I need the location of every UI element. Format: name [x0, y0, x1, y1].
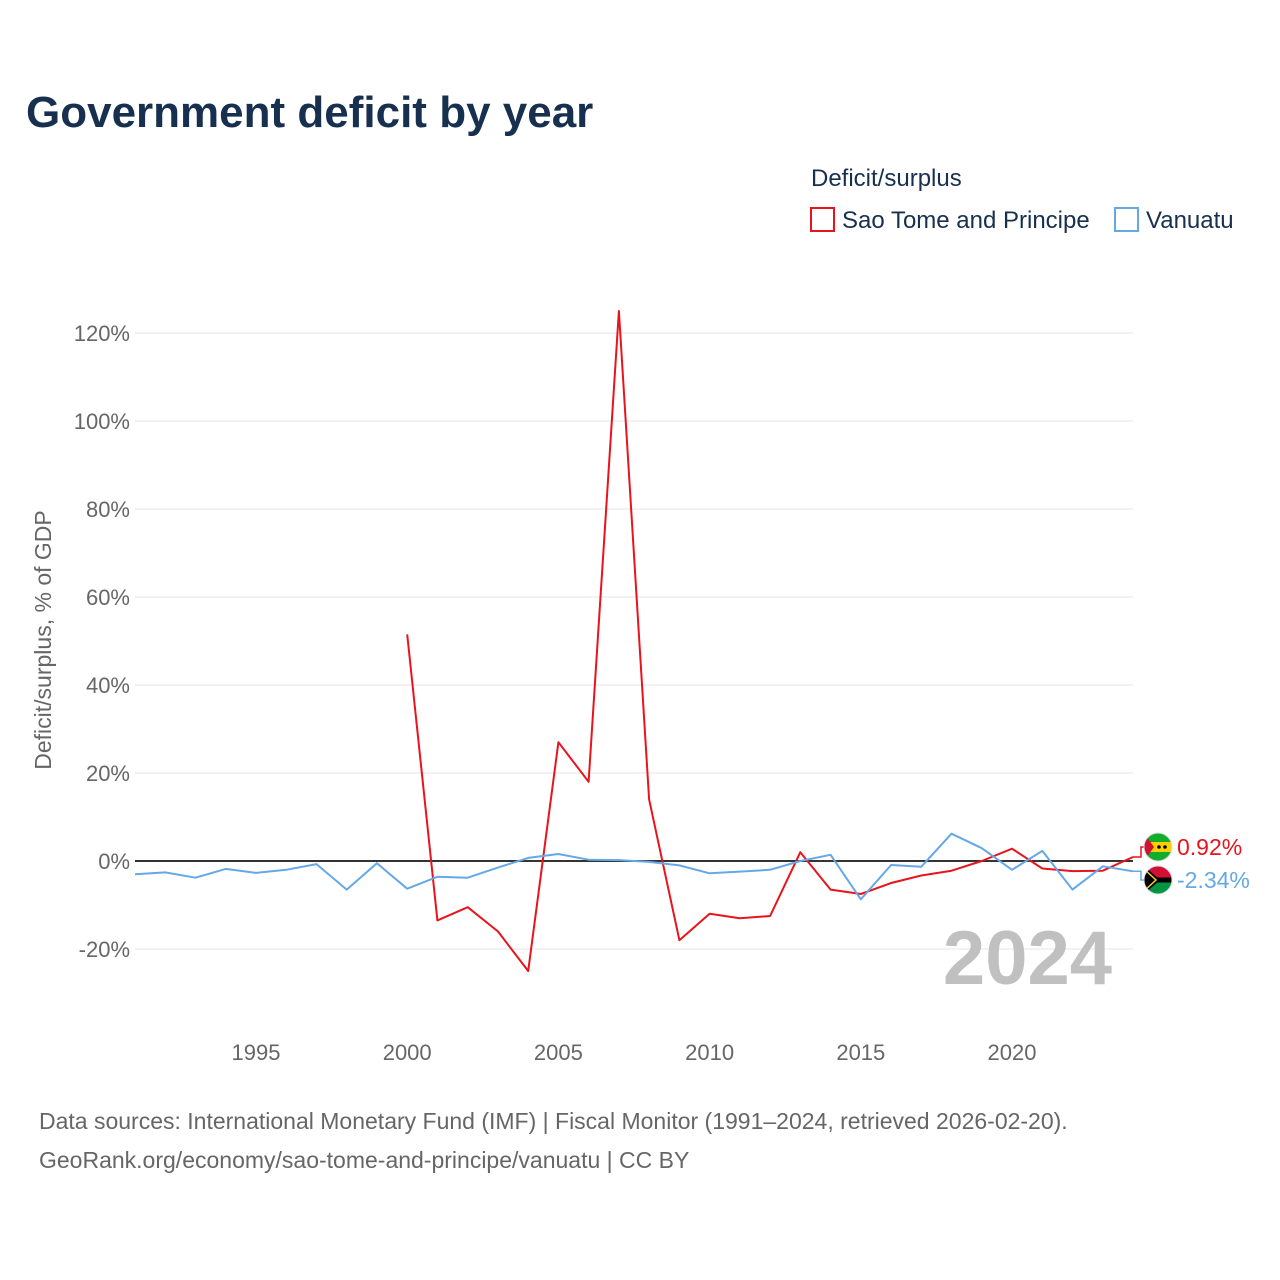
x-tick-label: 1995 — [231, 1040, 280, 1065]
source-line-2: GeoRank.org/economy/sao-tome-and-princip… — [39, 1147, 690, 1173]
x-tick-label: 2015 — [836, 1040, 885, 1065]
y-tick-label: -20% — [79, 937, 130, 962]
y-axis-title: Deficit/surplus, % of GDP — [30, 510, 56, 769]
x-tick-label: 2020 — [988, 1040, 1037, 1065]
end-value-label-sao-tome-and-principe: 0.92% — [1177, 834, 1242, 860]
series-line-vanuatu — [134, 832, 1134, 901]
y-tick-label: 0% — [98, 849, 130, 874]
legend-title: Deficit/surplus — [811, 165, 962, 192]
legend-label-sao-tome-and-principe[interactable]: Sao Tome and Principe — [842, 207, 1090, 234]
x-tick-label: 2005 — [534, 1040, 583, 1065]
x-tick-label: 2010 — [685, 1040, 734, 1065]
legend-label-vanuatu[interactable]: Vanuatu — [1146, 207, 1234, 234]
x-tick-label: 2000 — [383, 1040, 432, 1065]
source-line-1: Data sources: International Monetary Fun… — [39, 1108, 1068, 1134]
end-value-label-vanuatu: -2.34% — [1177, 867, 1250, 893]
end-connector-sao-tome-and-principe — [1133, 846, 1145, 858]
y-tick-label: 120% — [74, 321, 130, 346]
chart-title: Government deficit by year — [26, 88, 594, 137]
y-tick-label: 100% — [74, 409, 130, 434]
y-tick-label: 80% — [86, 497, 130, 522]
y-tick-label: 20% — [86, 761, 130, 786]
end-connector-vanuatu — [1133, 870, 1145, 881]
vanuatu-flag-icon — [1144, 866, 1172, 894]
y-tick-label: 60% — [86, 585, 130, 610]
legend-swatch-sao-tome-and-principe[interactable] — [810, 207, 835, 232]
sao-tome-flag-icon — [1144, 833, 1172, 861]
y-tick-label: 40% — [86, 673, 130, 698]
year-watermark: 2024 — [943, 916, 1112, 1001]
legend-swatch-vanuatu[interactable] — [1114, 207, 1139, 232]
series-line-sao-tome-and-principe — [406, 310, 1134, 972]
